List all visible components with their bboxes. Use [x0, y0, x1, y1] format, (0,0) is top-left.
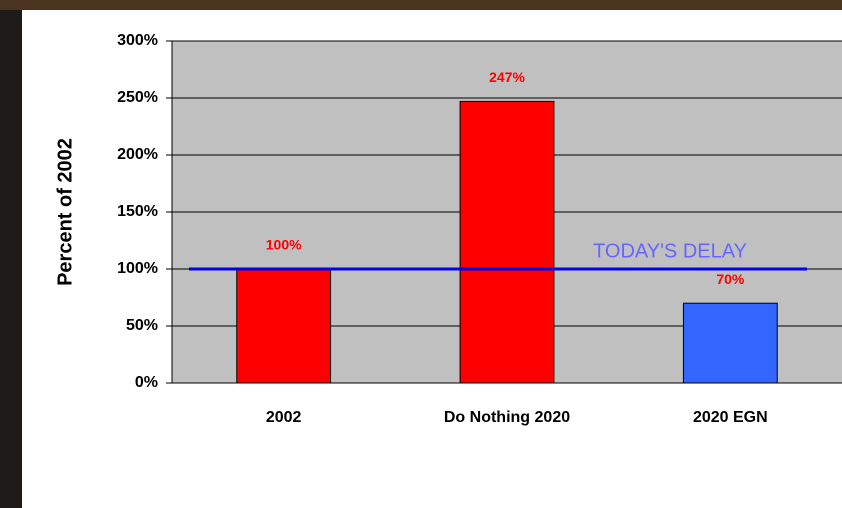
bar: [682, 302, 778, 384]
bar: [236, 268, 332, 384]
data-label: 100%: [266, 237, 302, 253]
slide-edge-top: [0, 0, 842, 10]
y-tick-label: 150%: [117, 203, 158, 220]
slide-edge-left: [0, 0, 22, 508]
y-tick-label: 300%: [117, 32, 158, 49]
data-label: 247%: [489, 69, 525, 85]
x-tick-label: 2002: [266, 409, 302, 426]
y-axis-label: Percent of 2002: [54, 138, 76, 286]
y-tick-label: 0%: [135, 374, 158, 391]
bar: [459, 100, 555, 384]
x-tick-label: 2020 EGN: [693, 409, 768, 426]
y-tick-label: 50%: [126, 317, 158, 334]
y-tick-label: 200%: [117, 146, 158, 163]
x-tick-label: Do Nothing 2020: [444, 409, 570, 426]
y-tick-label: 100%: [117, 260, 158, 277]
data-label: 70%: [716, 271, 745, 287]
reference-label: TODAY'S DELAY: [593, 240, 747, 262]
y-tick-label: 250%: [117, 89, 158, 106]
